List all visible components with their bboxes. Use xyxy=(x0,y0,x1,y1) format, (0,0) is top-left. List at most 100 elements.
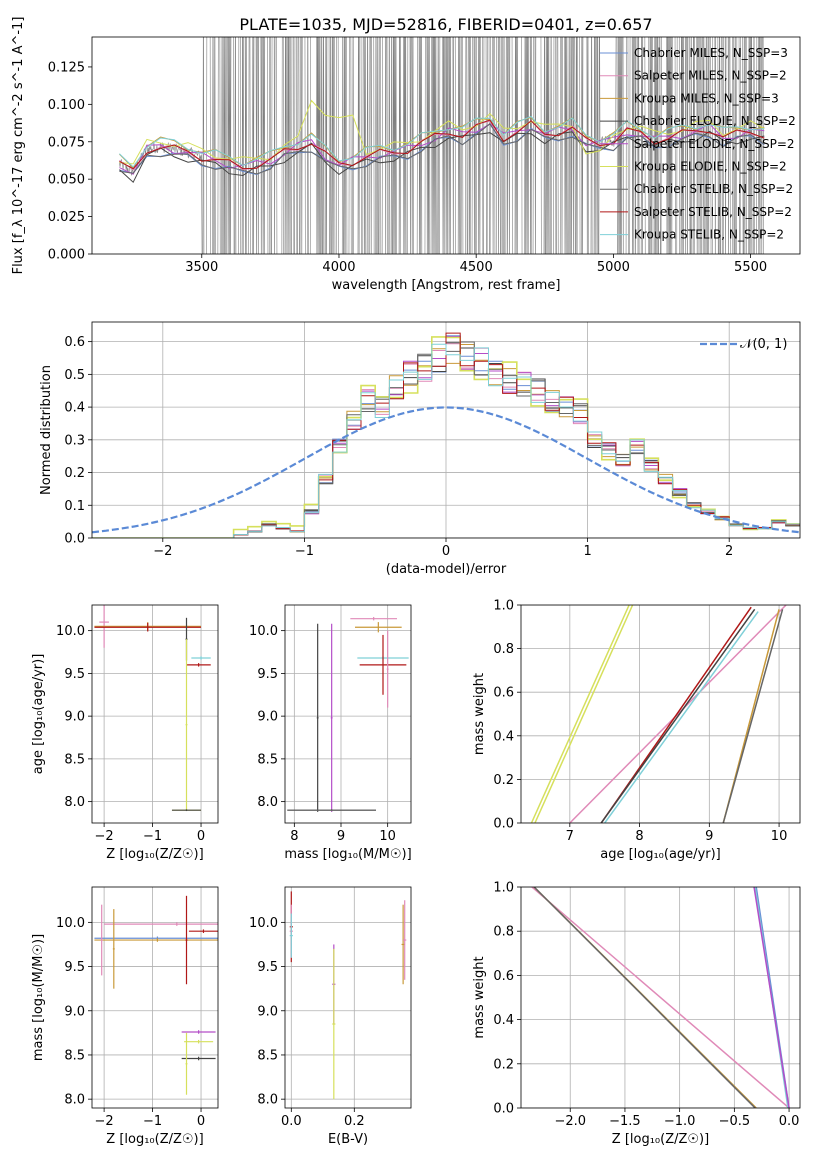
x-tick-label: −1 xyxy=(143,1114,162,1129)
x-tick-label: −2.0 xyxy=(554,1114,586,1129)
age-vs-Z-frame xyxy=(91,604,219,824)
weight-line-7 xyxy=(722,609,784,823)
y-tick-label: 0.125 xyxy=(48,60,85,75)
x-tick-label: 10 xyxy=(379,829,396,844)
legend-entry: Kroupa MILES, N_SSP=3 xyxy=(634,91,779,105)
mass-vs-Z-frame xyxy=(91,886,219,1109)
legend-entry: Salpeter MILES, N_SSP=2 xyxy=(634,69,787,83)
weight-line-1 xyxy=(530,605,630,823)
model-line-8 xyxy=(119,115,765,168)
y-tick-label: 9.0 xyxy=(64,1004,85,1019)
weight-line-2 xyxy=(533,887,756,1108)
age-vs-Z-plot-area xyxy=(92,605,218,823)
weight-line-5 xyxy=(604,611,759,823)
y-tick-label: 8.0 xyxy=(257,1093,278,1108)
y-tick-label: 0.6 xyxy=(64,335,85,350)
spectrum-frame xyxy=(91,36,801,255)
weight-vs-Z-plot-area xyxy=(521,887,800,1108)
y-tick-label: 10.0 xyxy=(249,624,278,639)
y-tick-label: 9.0 xyxy=(257,710,278,725)
x-tick-label: 9 xyxy=(705,829,713,844)
x-tick-label: 7 xyxy=(566,829,574,844)
spectrum-legend: Chabrier MILES, N_SSP=3 Salpeter MILES, N… xyxy=(600,46,796,242)
weight-line-5 xyxy=(753,887,790,1108)
weight-vs-age-ylabel: mass weight xyxy=(472,673,487,755)
mass-vs-Z-plot-area xyxy=(92,887,218,1108)
y-tick-label: 9.0 xyxy=(257,1004,278,1019)
panel-weight-vs-Z: −2.0 −1.5 −1.0 −0.5 0.0 0.0 0.2 0.4 0.6 0.8 1.0 Z [… xyxy=(472,881,801,1147)
y-tick-label: 8.5 xyxy=(257,1048,278,1063)
legend-entry: Salpeter STELIB, N_SSP=2 xyxy=(634,205,792,219)
panel-residuals: −2 −1 0 1 2 0.0 0.1 0.2 0.3 0.4 0.5 0.6 (data-model)… xyxy=(39,321,801,577)
y-tick-label: 9.5 xyxy=(257,960,278,975)
x-tick-label: 5500 xyxy=(734,260,767,275)
y-tick-label: 8.5 xyxy=(257,752,278,767)
x-tick-label: 10 xyxy=(771,829,788,844)
x-tick-label: 0.0 xyxy=(281,1114,302,1129)
y-tick-label: 10.0 xyxy=(249,916,278,931)
mass-vs-ebv-xlabel: E(B-V) xyxy=(328,1132,368,1147)
residuals-frame xyxy=(91,321,801,539)
panel-age-vs-Z: −2 −1 0 8.0 8.5 9.0 9.5 10.0 Z [log₁₀(Z/Z☉)] age … xyxy=(31,604,219,862)
residuals-plot-area xyxy=(92,322,800,538)
y-tick-label: 10.0 xyxy=(56,916,85,931)
x-tick-label: 0.2 xyxy=(344,1114,365,1129)
y-tick-label: 8.0 xyxy=(64,1093,85,1108)
y-tick-label: 0.025 xyxy=(48,210,85,225)
spectrum-ylabel: Flux [f_λ 10^-17 erg cm^-2 s^-1 A^-1] xyxy=(11,17,26,275)
y-tick-label: 8.5 xyxy=(64,1048,85,1063)
x-tick-label: −1 xyxy=(143,829,162,844)
y-tick-label: 8.0 xyxy=(257,795,278,810)
y-tick-label: 0.100 xyxy=(48,98,85,113)
y-tick-label: 0.2 xyxy=(493,1057,514,1072)
y-tick-label: 0.3 xyxy=(64,433,85,448)
y-tick-label: 1.0 xyxy=(493,881,514,896)
x-tick-label: −1.0 xyxy=(664,1114,696,1129)
x-tick-label: −0.5 xyxy=(719,1114,751,1129)
residuals-ylabel: Normed distribution xyxy=(39,365,54,495)
age-vs-mass-plot-area xyxy=(285,605,411,823)
y-tick-label: 0.4 xyxy=(493,729,514,744)
legend-entry: Kroupa STELIB, N_SSP=2 xyxy=(634,228,784,242)
legend-entry: Chabrier ELODIE, N_SSP=2 xyxy=(634,114,796,128)
x-tick-label: 0 xyxy=(197,829,205,844)
spectrum-data-line xyxy=(119,37,764,254)
figure-title: PLATE=1035, MJD=52816, FIBERID=0401, z=0… xyxy=(239,15,652,34)
weight-vs-Z-xlabel: Z [log₁₀(Z/Z☉)] xyxy=(612,1132,709,1147)
mass-vs-Z-ylabel: mass [log₁₀(M/M☉)] xyxy=(31,934,46,1061)
x-tick-label: −2 xyxy=(95,829,114,844)
y-tick-label: 0.2 xyxy=(493,773,514,788)
x-tick-label: 3500 xyxy=(185,260,218,275)
y-tick-label: 0.0 xyxy=(493,817,514,832)
model-line-5 xyxy=(119,99,765,165)
weight-vs-age-xlabel: age [log₁₀(age/yr)] xyxy=(600,847,721,862)
x-tick-label: −1.5 xyxy=(609,1114,641,1129)
legend-entry: Kroupa ELODIE, N_SSP=2 xyxy=(634,160,787,174)
y-tick-label: 8.5 xyxy=(64,752,85,767)
age-vs-Z-ylabel: age [log₁₀(age/yr)] xyxy=(31,654,46,775)
residuals-xlabel: (data-model)/error xyxy=(386,562,507,577)
age-vs-mass-frame xyxy=(284,604,412,824)
panels: 3500 4000 4500 5000 55000.0000.0250.0500.075… xyxy=(11,17,801,1147)
panel-weight-vs-age: 7 8 9 10 0.0 0.2 0.4 0.6 0.8 1.0 age [log₁₀(age/yr… xyxy=(472,599,801,862)
x-tick-label: −1 xyxy=(295,544,314,559)
y-tick-label: 0.0 xyxy=(493,1102,514,1117)
x-tick-label: 8 xyxy=(635,829,643,844)
weight-line-4 xyxy=(600,608,756,823)
mass-vs-Z-xlabel: Z [log₁₀(Z/Z☉)] xyxy=(106,1132,203,1147)
y-tick-label: 0.050 xyxy=(48,173,85,188)
y-tick-label: 0.000 xyxy=(48,248,85,263)
y-tick-label: 9.5 xyxy=(64,960,85,975)
x-tick-label: 4000 xyxy=(322,260,355,275)
y-tick-label: 0.5 xyxy=(64,368,85,383)
y-tick-label: 0.1 xyxy=(64,499,85,514)
model-line-3 xyxy=(119,130,765,184)
panel-mass-vs-Z: −2 −1 0 8.0 8.5 9.0 9.5 10.0 Z [log₁₀(Z/Z☉)] mass… xyxy=(31,886,219,1147)
weight-vs-Z-ylabel: mass weight xyxy=(472,956,487,1038)
x-tick-label: 4500 xyxy=(460,260,493,275)
y-tick-label: 0.4 xyxy=(64,401,85,416)
y-tick-label: 0.2 xyxy=(64,466,85,481)
y-tick-label: 0.6 xyxy=(493,686,514,701)
y-tick-label: 1.0 xyxy=(493,599,514,614)
